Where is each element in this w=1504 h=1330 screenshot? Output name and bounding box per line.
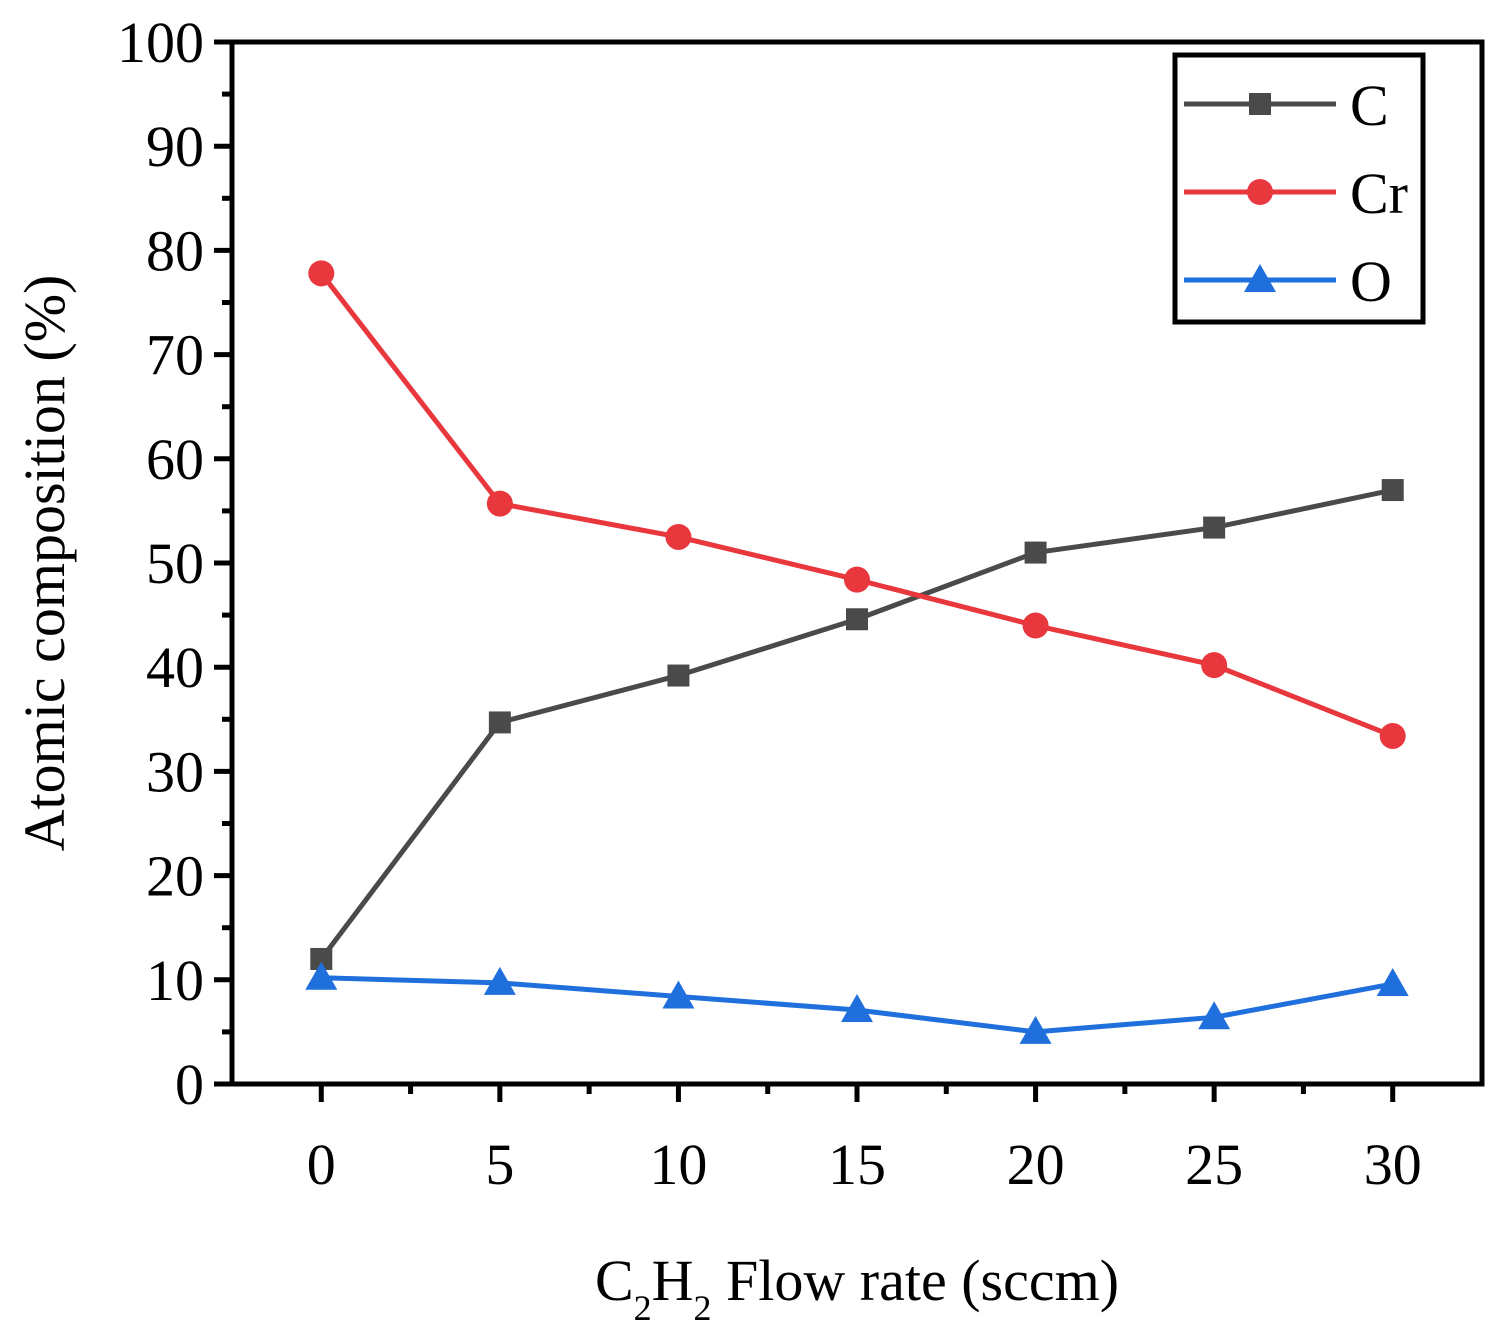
x-axis-title: C2H2 Flow rate (sccm) bbox=[595, 1248, 1119, 1328]
legend-label-o: O bbox=[1350, 249, 1392, 314]
data-point-o bbox=[1376, 967, 1409, 996]
y-tick-label: 80 bbox=[146, 218, 204, 283]
data-point-o bbox=[483, 966, 516, 995]
data-point-o bbox=[841, 994, 873, 1023]
data-point-c bbox=[1024, 541, 1047, 564]
x-tick-label: 5 bbox=[485, 1132, 514, 1197]
legend-items: C Cr O bbox=[1184, 73, 1408, 314]
x-tick-label: 25 bbox=[1185, 1132, 1243, 1197]
x-tick-label: 0 bbox=[307, 1132, 336, 1197]
x-tick-label: 15 bbox=[828, 1132, 886, 1197]
series-line-c bbox=[319, 487, 1394, 961]
data-point-cr bbox=[1022, 612, 1049, 639]
legend-marker-c bbox=[1249, 93, 1271, 115]
data-point-o bbox=[305, 961, 338, 990]
data-point-c bbox=[1381, 479, 1404, 502]
series-cr bbox=[308, 260, 1406, 749]
legend-label-cr: Cr bbox=[1350, 161, 1408, 226]
x-tick-label: 20 bbox=[1007, 1132, 1065, 1197]
y-tick-label: 90 bbox=[146, 114, 204, 179]
y-axis-ticks: 0 10 20 30 40 50 60 70 80 90 100 bbox=[117, 10, 232, 1117]
data-point-c bbox=[846, 608, 868, 631]
data-point-cr bbox=[1201, 652, 1228, 679]
y-tick-label: 40 bbox=[146, 635, 204, 700]
legend-marker-o bbox=[1244, 264, 1276, 292]
x-tick-label: 10 bbox=[649, 1132, 707, 1197]
legend-marker-cr bbox=[1247, 179, 1273, 205]
data-point-cr bbox=[665, 523, 692, 550]
y-tick-label: 70 bbox=[146, 323, 204, 388]
series-o bbox=[305, 961, 1409, 1044]
y-tick-label: 50 bbox=[146, 531, 204, 596]
series-line-cr bbox=[319, 271, 1394, 739]
data-point-c bbox=[310, 947, 333, 970]
data-point-cr bbox=[486, 490, 513, 517]
legend-label-c: C bbox=[1350, 73, 1389, 138]
y-tick-label: 0 bbox=[175, 1052, 204, 1117]
data-point-cr bbox=[844, 566, 870, 593]
y-tick-label: 10 bbox=[146, 948, 204, 1013]
data-series bbox=[305, 260, 1409, 1044]
data-point-o bbox=[1198, 1001, 1231, 1030]
y-tick-label: 100 bbox=[117, 10, 204, 75]
data-point-o bbox=[1019, 1015, 1052, 1044]
y-axis-title: Atomic composition (%) bbox=[12, 275, 77, 852]
legend: C Cr O bbox=[1172, 52, 1426, 325]
data-point-c bbox=[1203, 516, 1226, 539]
data-point-c bbox=[667, 664, 690, 687]
data-point-o bbox=[662, 980, 695, 1009]
series-c bbox=[310, 479, 1404, 970]
data-point-cr bbox=[308, 260, 335, 287]
y-tick-label: 60 bbox=[146, 427, 204, 492]
data-point-cr bbox=[1379, 722, 1406, 749]
y-tick-label: 20 bbox=[146, 844, 204, 909]
y-tick-label: 30 bbox=[146, 739, 204, 804]
data-point-c bbox=[488, 711, 511, 734]
x-axis-ticks: 0 5 10 15 20 25 30 bbox=[307, 1084, 1422, 1197]
x-tick-label: 30 bbox=[1364, 1132, 1422, 1197]
